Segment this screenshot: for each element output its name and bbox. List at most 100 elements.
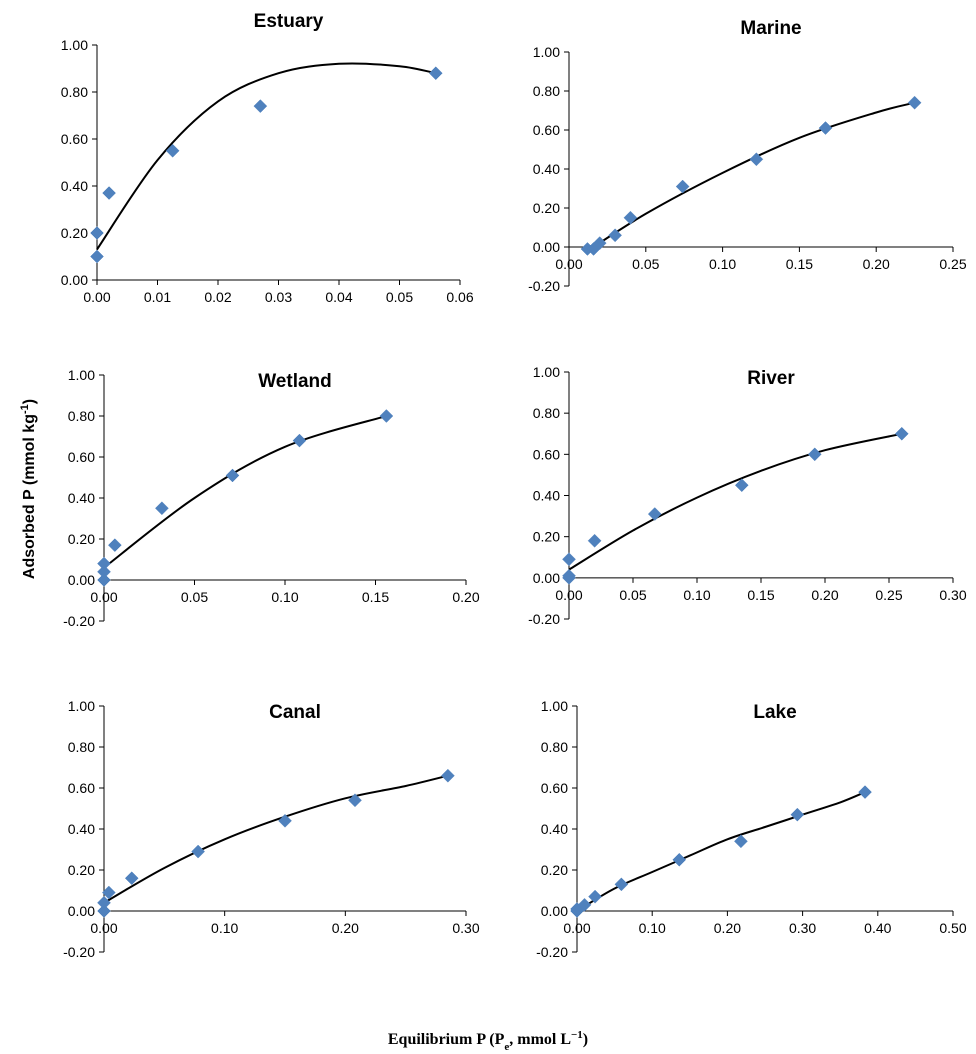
y-tick-label: 0.40	[541, 821, 568, 837]
x-tick-label: 0.30	[789, 920, 816, 936]
y-tick-label: 1.00	[68, 367, 95, 383]
y-tick-label: 1.00	[533, 364, 560, 380]
y-tick-label: 0.40	[68, 821, 95, 837]
x-tick-label: 0.10	[211, 920, 238, 936]
x-tick-label: 0.10	[683, 587, 710, 603]
fit-curve	[576, 791, 866, 912]
data-point	[608, 228, 622, 243]
y-tick-label: 1.00	[541, 698, 568, 714]
chart-marine: -0.20 0.00 0.20 0.40 0.60 0.80 1.00 0.00 0.05 0.1…	[528, 18, 967, 294]
y-tick-label: 0.60	[68, 780, 95, 796]
data-point	[749, 152, 764, 167]
chart-panels: 0.00 0.20 0.40 0.60 0.80 1.00 0.00 0.01 0.02 0.03…	[61, 11, 967, 960]
data-point	[588, 889, 602, 904]
data-point	[97, 904, 111, 918]
y-axis-label: Adsorbed P (mmol kg-1)	[19, 399, 38, 579]
y-tick-label: 1.00	[61, 37, 88, 53]
x-tick-label: 0.05	[619, 587, 646, 603]
chart-title: Estuary	[254, 11, 324, 32]
data-point	[97, 895, 111, 910]
chart-title: River	[747, 368, 795, 389]
chart-title: Marine	[740, 18, 801, 39]
data-point	[155, 501, 169, 516]
fit-curve	[96, 62, 436, 250]
data-point	[614, 877, 629, 892]
data-point	[734, 834, 748, 849]
x-tick-label: 0.30	[452, 920, 479, 936]
y-tick-label: -0.20	[528, 611, 560, 627]
data-point	[894, 426, 909, 441]
y-tick-label: 0.60	[533, 122, 560, 138]
y-tick-label: 0.80	[533, 83, 560, 99]
chart-title: Lake	[753, 702, 796, 723]
y-tick-label: 0.80	[533, 405, 560, 421]
data-point	[97, 556, 111, 571]
fit-curve	[103, 774, 449, 904]
y-tick-label: 0.40	[68, 490, 95, 506]
x-tick-label: 0.02	[204, 289, 231, 305]
data-point	[562, 568, 576, 583]
y-tick-label: 0.00	[541, 903, 568, 919]
y-tick-label: 0.00	[61, 272, 88, 288]
y-tick-label: 0.20	[68, 531, 95, 547]
y-tick-label: 0.00	[533, 570, 560, 586]
data-point	[102, 186, 116, 200]
y-tick-label: 1.00	[533, 44, 560, 60]
x-tick-label: 0.05	[632, 256, 659, 272]
data-point	[587, 533, 602, 548]
x-tick-label: 0.00	[90, 589, 117, 605]
y-tick-label: 0.40	[533, 488, 560, 504]
x-tick-label: 0.20	[452, 589, 479, 605]
data-point	[807, 447, 822, 462]
y-tick-label: -0.20	[63, 613, 95, 629]
data-point	[623, 210, 638, 225]
data-point	[790, 807, 805, 822]
x-tick-label: 0.10	[639, 920, 666, 936]
data-point	[562, 552, 576, 567]
data-point	[348, 793, 362, 808]
data-point	[577, 897, 592, 912]
x-tick-label: 0.06	[446, 289, 473, 305]
y-tick-label: 0.20	[533, 200, 560, 216]
x-tick-label: 0.20	[863, 256, 890, 272]
x-tick-label: 0.50	[939, 920, 966, 936]
data-point	[90, 249, 104, 264]
y-tick-label: 0.60	[533, 446, 560, 462]
x-tick-label: 0.05	[386, 289, 413, 305]
y-tick-label: 0.80	[541, 739, 568, 755]
y-tick-label: -0.20	[63, 944, 95, 960]
x-tick-label: 0.20	[332, 920, 359, 936]
x-tick-label: 0.20	[811, 587, 838, 603]
x-tick-label: 0.25	[875, 587, 902, 603]
chart-lake: -0.20 0.00 0.20 0.40 0.60 0.80 1.00 0.00 0.10 0.2…	[536, 698, 967, 960]
chart-river: -0.20 0.00 0.20 0.40 0.60 0.80 1.00 0.00 0.05 0.1…	[528, 364, 967, 627]
data-point	[165, 143, 180, 158]
x-tick-label: 0.00	[555, 256, 582, 272]
y-tick-label: 0.40	[533, 161, 560, 177]
data-point	[124, 871, 139, 886]
x-tick-label: 0.30	[939, 587, 966, 603]
data-point	[292, 433, 307, 448]
data-point	[101, 885, 116, 900]
x-tick-label: 0.00	[555, 587, 582, 603]
x-tick-label: 0.05	[181, 589, 208, 605]
chart-estuary: 0.00 0.20 0.40 0.60 0.80 1.00 0.00 0.01 0.02 0.03…	[61, 11, 474, 305]
data-point	[818, 121, 833, 135]
chart-canal: -0.20 0.00 0.20 0.40 0.60 0.80 1.00 0.00 0.10 0.2…	[63, 698, 480, 960]
y-tick-label: 0.00	[68, 903, 95, 919]
fit-curve	[586, 101, 915, 252]
x-tick-label: 0.00	[563, 920, 590, 936]
data-point	[225, 468, 240, 483]
data-point	[647, 507, 662, 521]
y-tick-label: 0.80	[61, 84, 88, 100]
y-tick-label: 0.20	[541, 862, 568, 878]
data-point	[108, 538, 122, 553]
y-tick-label: 0.80	[68, 739, 95, 755]
data-point	[734, 478, 749, 493]
x-tick-label: 0.40	[864, 920, 891, 936]
data-point	[672, 852, 687, 867]
data-point	[90, 226, 104, 240]
y-tick-label: 0.40	[61, 178, 88, 194]
x-tick-label: 0.04	[325, 289, 352, 305]
x-tick-label: 0.01	[144, 289, 171, 305]
